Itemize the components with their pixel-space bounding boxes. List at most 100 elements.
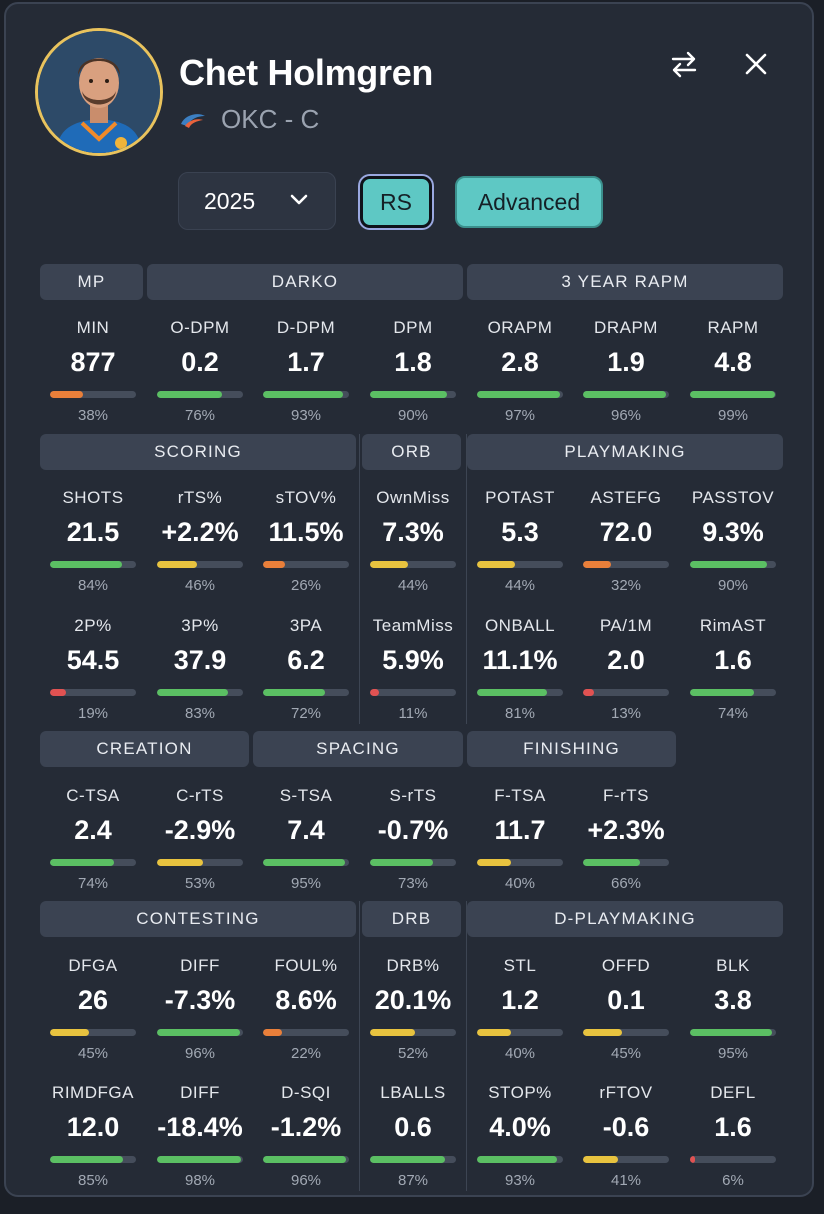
percentile-bar [583,689,669,696]
stat-astefg: ASTEFG 72.0 32% [573,487,679,595]
percentile-bar-fill [583,859,640,866]
percentile-bar [583,1156,669,1163]
stat-onball: ONBALL 11.1% 81% [467,615,573,723]
percentile-bar [157,1029,243,1036]
stat-label: TeamMiss [372,616,454,635]
percentile-bar [157,561,243,568]
stat-teammiss: TeamMiss 5.9% 11% [360,615,466,723]
percentile-bar [263,1029,349,1036]
stat-value: 26 [77,985,109,1015]
stat-label: ONBALL [484,616,556,635]
season-select[interactable]: 2025 [178,172,336,230]
stat-label: DEFL [710,1083,756,1102]
percentile-bar-fill [370,859,433,866]
stat-percentile: 90% [397,407,429,424]
stat-value: 3.8 [714,985,752,1015]
stat-value: 9.3% [702,517,764,547]
stat-value: -0.7% [377,815,449,845]
stat-value: 72.0 [599,517,653,547]
stat-stov: sTOV% 11.5% 26% [253,487,359,595]
stat-value: 7.4 [287,815,325,845]
section-header-playmaking: PLAYMAKING [467,434,783,470]
stat-shots: SHOTS 21.5 84% [40,487,146,595]
percentile-bar [477,1029,563,1036]
stat-percentile: 98% [184,1172,216,1189]
stat-2p: 2P% 54.5 19% [40,615,146,723]
stat-value: 0.6 [394,1112,432,1142]
stat-drb: DRB% 20.1% 52% [360,955,466,1063]
stat-percentile: 74% [77,875,109,892]
stat-d-dpm: D-DPM 1.7 93% [253,317,359,425]
stat-percentile: 99% [717,407,749,424]
close-button[interactable] [736,44,776,84]
percentile-bar [477,391,563,398]
stat-ownmiss: OwnMiss 7.3% 44% [360,487,466,595]
stat-percentile: 40% [504,1045,536,1062]
stat-d-sqi: D-SQI -1.2% 96% [253,1082,359,1190]
percentile-bar [263,859,349,866]
stat-value: 1.2 [501,985,539,1015]
stat-percentile: 95% [290,875,322,892]
percentile-bar-fill [370,561,408,568]
percentile-bar-fill [50,561,123,568]
stat-value: -7.3% [164,985,236,1015]
stat-label: rFTOV [599,1083,653,1102]
percentile-bar [370,391,456,398]
stat-stop: STOP% 4.0% 93% [467,1082,573,1190]
stat-value: 37.9 [173,645,227,675]
section-header-creation: CREATION [40,731,249,767]
stat-label: ASTEFG [590,488,662,507]
stat-label: LBALLS [380,1083,446,1102]
stat-percentile: 46% [184,577,216,594]
percentile-bar [690,1156,776,1163]
percentile-bar [157,859,243,866]
percentile-bar-fill [477,689,547,696]
stat-percentile: 76% [184,407,216,424]
stat-rftov: rFTOV -0.6 41% [573,1082,679,1190]
stat-value: +2.2% [161,517,239,547]
section-header-dplaymaking: D-PLAYMAKING [467,901,783,937]
percentile-bar-fill [50,1029,89,1036]
percentile-bar [370,1029,456,1036]
stat-percentile: 96% [610,407,642,424]
percentile-bar-fill [263,561,286,568]
percentile-bar [370,689,456,696]
percentile-bar-fill [157,1156,242,1163]
stat-label: DRB% [386,956,440,975]
stat-value: 5.9% [382,645,444,675]
stat-s-tsa: S-TSA 7.4 95% [253,785,359,893]
stat-label: MIN [76,318,110,337]
percentile-bar [690,1029,776,1036]
stat-label: OwnMiss [376,488,450,507]
percentile-bar-fill [690,391,776,398]
stat-dpm: DPM 1.8 90% [360,317,466,425]
stat-label: rTS% [177,488,223,507]
percentile-bar-fill [690,689,754,696]
percentile-bar-fill [477,1156,557,1163]
percentile-bar-fill [690,1029,772,1036]
percentile-bar-fill [263,1156,346,1163]
section-header-finishing: FINISHING [467,731,676,767]
regular-season-toggle[interactable]: RS [360,176,432,228]
percentile-bar-fill [50,859,114,866]
stat-value: -0.6 [602,1112,650,1142]
percentile-bar-fill [477,391,561,398]
percentile-bar [370,1156,456,1163]
percentile-bar [583,391,669,398]
stat-lballs: LBALLS 0.6 87% [360,1082,466,1190]
stat-value: 5.3 [501,517,539,547]
percentile-bar-fill [50,391,83,398]
stat-label: POTAST [485,488,555,507]
percentile-bar-fill [157,859,203,866]
swap-button[interactable] [664,44,704,84]
stat-percentile: 96% [184,1045,216,1062]
advanced-toggle[interactable]: Advanced [455,176,603,228]
stat-label: FOUL% [274,956,338,975]
stat-rts: rTS% +2.2% 46% [147,487,253,595]
stat-foul: FOUL% 8.6% 22% [253,955,359,1063]
stat-value: 0.2 [181,347,219,377]
stat-percentile: 93% [290,407,322,424]
stat-label: S-rTS [389,786,437,805]
percentile-bar [690,561,776,568]
stat-percentile: 73% [397,875,429,892]
